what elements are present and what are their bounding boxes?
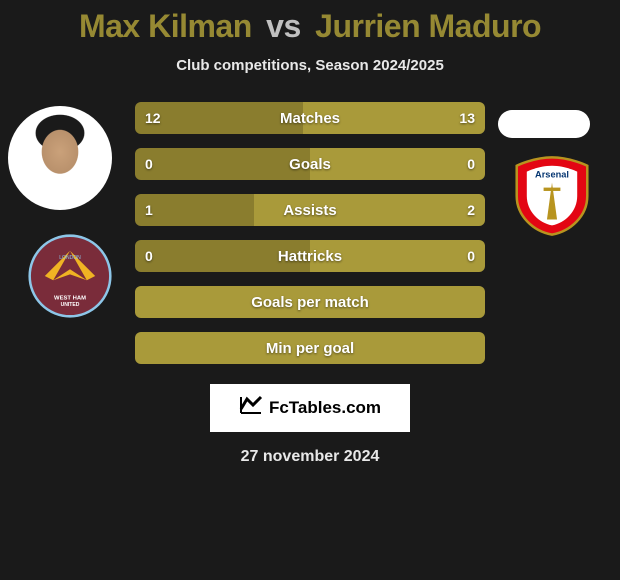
stat-label: Assists bbox=[283, 202, 336, 219]
stats-container: Matches1213Goals00Assists12Hattricks00Go… bbox=[135, 102, 485, 364]
stat-value-player1: 12 bbox=[145, 110, 161, 126]
stat-value-player2: 13 bbox=[459, 110, 475, 126]
logo-text: FcTables.com bbox=[269, 398, 381, 418]
svg-text:UNITED: UNITED bbox=[61, 302, 80, 308]
svg-text:WEST HAM: WEST HAM bbox=[54, 296, 86, 302]
title-player1: Max Kilman bbox=[79, 8, 252, 44]
comparison-title: Max Kilman vs Jurrien Maduro bbox=[0, 0, 620, 45]
stat-row: Goals per match bbox=[135, 286, 485, 318]
stat-row: Min per goal bbox=[135, 332, 485, 364]
date-label: 27 november 2024 bbox=[0, 448, 620, 466]
title-player2: Jurrien Maduro bbox=[315, 8, 541, 44]
stat-label: Hattricks bbox=[278, 248, 342, 265]
chart-icon bbox=[239, 395, 263, 421]
title-vs: vs bbox=[266, 8, 301, 44]
stat-row: Matches 12 13 bbox=[135, 102, 485, 134]
stat-label: Goals per match bbox=[251, 294, 369, 311]
stat-value-player2: 2 bbox=[467, 202, 475, 218]
player1-club-badge: WEST HAM UNITED LONDON bbox=[28, 234, 112, 318]
stat-value-player2: 0 bbox=[467, 248, 475, 264]
stat-row: Assists 1 2 bbox=[135, 194, 485, 226]
stat-value-player1: 0 bbox=[145, 248, 153, 264]
subtitle: Club competitions, Season 2024/2025 bbox=[0, 57, 620, 74]
stat-row: Hattricks 0 0 bbox=[135, 240, 485, 272]
stat-value-player2: 0 bbox=[467, 156, 475, 172]
player1-avatar bbox=[8, 106, 112, 210]
stat-value-player1: 1 bbox=[145, 202, 153, 218]
player2-club-badge: Arsenal bbox=[510, 154, 594, 238]
stat-row: Goals 0 0 bbox=[135, 148, 485, 180]
svg-text:Arsenal: Arsenal bbox=[535, 170, 569, 180]
stat-label: Min per goal bbox=[266, 340, 354, 357]
fctables-logo: FcTables.com bbox=[210, 384, 410, 432]
svg-text:LONDON: LONDON bbox=[59, 255, 81, 261]
stat-label: Goals bbox=[289, 156, 331, 173]
player2-avatar bbox=[498, 110, 590, 138]
stat-label: Matches bbox=[280, 110, 340, 127]
stat-value-player1: 0 bbox=[145, 156, 153, 172]
